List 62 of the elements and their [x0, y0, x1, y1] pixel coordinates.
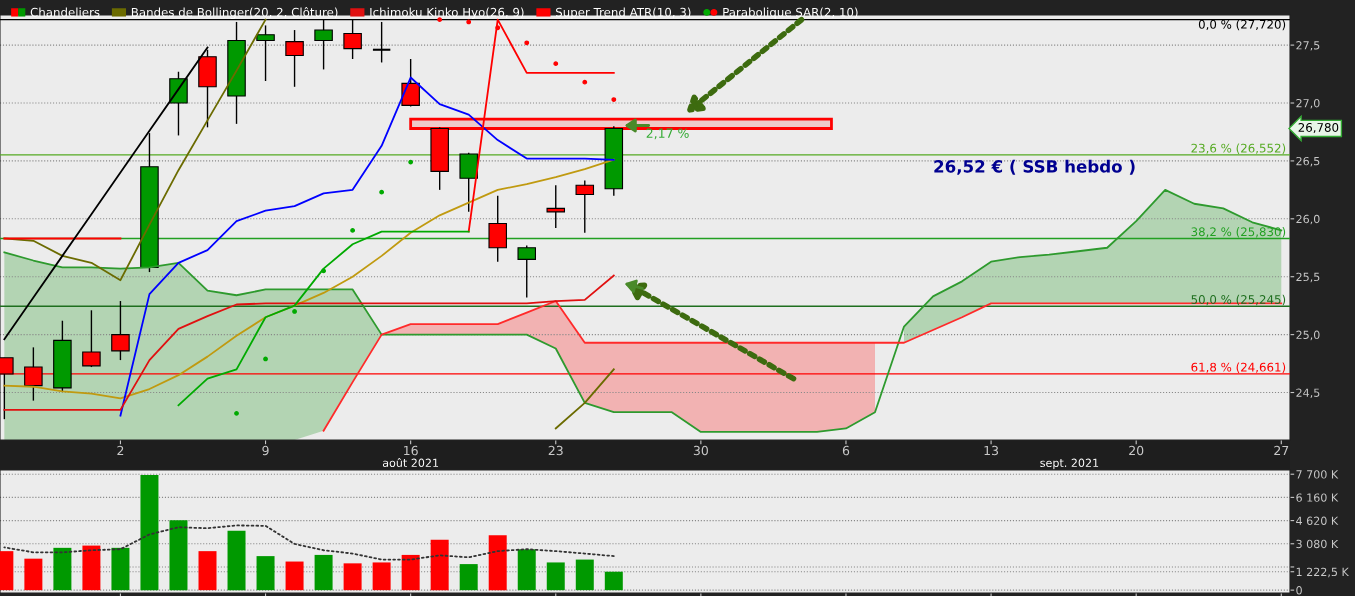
y-tick-label: 27,5 [1296, 41, 1320, 51]
bar [256, 556, 275, 591]
y-tick-label: 0 [1296, 586, 1302, 595]
candlestick [371, 21, 392, 64]
bar [285, 561, 304, 591]
text: sept. 2021 [1040, 458, 1099, 470]
y-tick-label: 27,0 [1296, 98, 1320, 109]
bar [488, 535, 507, 591]
y-tick-label: 26,0 [1296, 214, 1320, 225]
bar [546, 562, 565, 591]
candlestick [546, 184, 566, 229]
x-tick-label: 30 [693, 445, 708, 456]
bar [517, 549, 536, 591]
ref-line-label: 61,8 % (24,661) [1191, 362, 1286, 373]
ref-line-label: 23,6 % (26,552) [1191, 143, 1286, 154]
candlestick [82, 309, 101, 368]
x-tick-label: 27 [1274, 445, 1289, 456]
x-tick-label: 9 [262, 445, 269, 456]
bar [169, 520, 188, 591]
candlestick [285, 29, 304, 88]
x-tick-label: 20 [1129, 445, 1144, 456]
candlestick [401, 58, 420, 108]
y-tick-label: 25,5 [1296, 272, 1320, 283]
bar [111, 547, 130, 591]
x-tick-label: 16 [404, 445, 418, 456]
x-tick-label: 6 [842, 445, 850, 456]
y-tick-label: 4 620 K [1296, 516, 1339, 525]
y-tick-label: 6 160 K [1296, 493, 1339, 502]
x-tick-label: 2 [117, 445, 124, 456]
bar [82, 545, 101, 591]
bar [314, 554, 333, 591]
candlestick [517, 244, 536, 299]
y-tick-label: 25,0 [1296, 330, 1320, 341]
text: août 2021 [382, 457, 439, 468]
bar [24, 558, 43, 591]
text: 26,780 [1298, 122, 1339, 134]
bar [575, 559, 594, 591]
bar [343, 563, 362, 591]
candlestick [575, 179, 595, 234]
bar [430, 539, 449, 591]
bar [198, 551, 217, 591]
y-tick-label: 3 080 K [1296, 539, 1339, 549]
bar [401, 554, 420, 591]
x-tick-label: 23 [548, 445, 563, 456]
annotation: 26,52 € ( SSB hebdo ) [934, 159, 1135, 175]
legend-label: Chandeliers [30, 7, 100, 17]
bar [372, 562, 391, 591]
y-tick-label: 7 700 K [1296, 470, 1339, 479]
bar [227, 530, 246, 591]
y-tick-label: 1 222,5 K [1296, 567, 1350, 578]
candlestick [111, 300, 130, 361]
ref-line-label: 38,2 % (25,830) [1191, 227, 1286, 238]
x-tick-label: 13 [984, 445, 999, 456]
bar [604, 571, 623, 591]
candlestick [256, 24, 275, 82]
bar [140, 474, 159, 591]
ref-line-label: 0,0 % (27,720) [1198, 19, 1286, 31]
annotation: 2,17 % [646, 128, 689, 140]
bar [459, 564, 478, 591]
y-tick-label: 24,5 [1296, 388, 1320, 399]
bar [53, 547, 72, 591]
y-tick-label: 26,5 [1296, 156, 1320, 167]
